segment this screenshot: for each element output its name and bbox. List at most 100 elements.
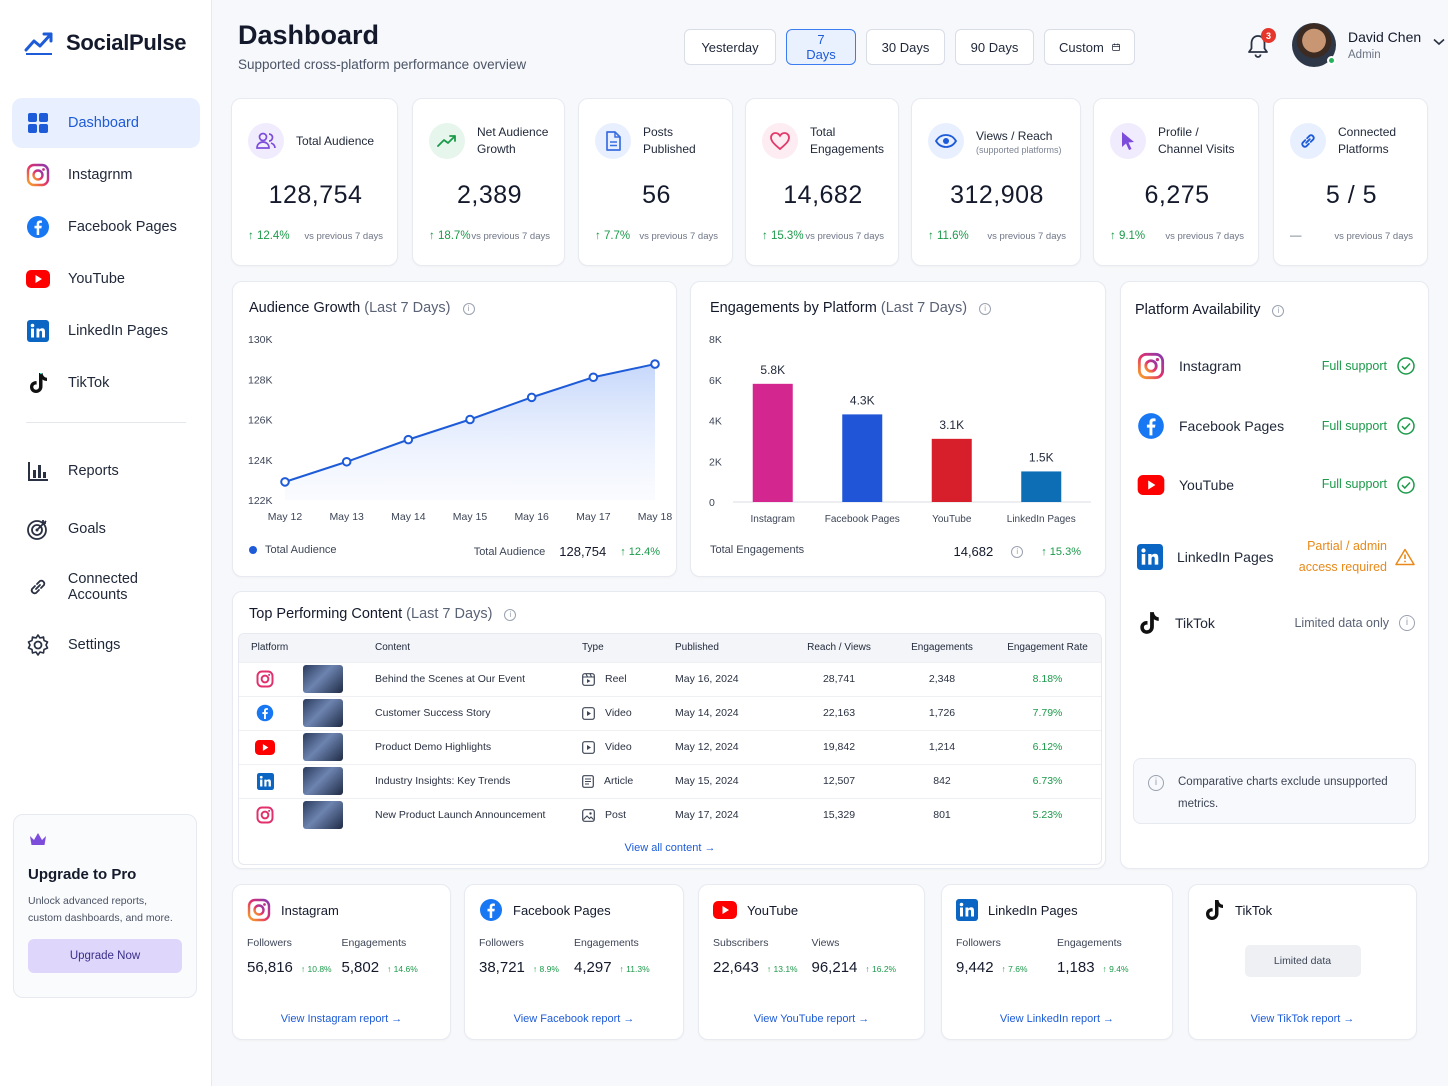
content-title[interactable]: Industry Insights: Key Trends bbox=[375, 763, 582, 798]
content-title[interactable]: Product Demo Highlights bbox=[375, 729, 582, 764]
availability-row-instagram: Instagram Full support bbox=[1137, 352, 1415, 380]
bar bbox=[1021, 471, 1062, 502]
sidebar-item-dashboard[interactable]: Dashboard bbox=[12, 98, 200, 148]
support-status: Limited data only bbox=[1294, 615, 1389, 630]
info-icon[interactable]: i bbox=[1272, 305, 1285, 317]
audience-growth-line-chart: 122K 124K 126K 128K 130K May 12 May 13 May 14 Ma… bbox=[248, 334, 672, 523]
metric-change: ↑ 10.8% bbox=[300, 964, 332, 974]
sidebar-item-tiktok[interactable]: TikTok bbox=[12, 358, 200, 408]
content-thumbnail[interactable] bbox=[303, 699, 343, 727]
upgrade-text: Unlock advanced reports, custom dashboar… bbox=[28, 895, 173, 924]
column-header[interactable]: Published bbox=[675, 634, 788, 662]
upgrade-card: Upgrade to Pro Unlock advanced reports, … bbox=[13, 814, 197, 998]
instagram-icon bbox=[255, 670, 275, 688]
sidebar-item-facebook[interactable]: Facebook Pages bbox=[12, 202, 200, 252]
user-menu[interactable]: David Chen Admin bbox=[1292, 23, 1445, 67]
column-header[interactable]: Type bbox=[582, 634, 675, 662]
range-7-days-button[interactable]: 7 Days bbox=[786, 29, 856, 65]
sidebar-item-connected-accounts[interactable]: Connected Accounts bbox=[12, 559, 200, 615]
chevron-down-icon bbox=[1433, 38, 1445, 46]
content-title[interactable]: Behind the Scenes at Our Event bbox=[375, 661, 582, 696]
engagement-rate: 5.23% bbox=[994, 797, 1101, 832]
info-icon[interactable]: i bbox=[462, 303, 475, 315]
column-header[interactable]: Reach / Views bbox=[788, 634, 890, 662]
content-type: Video bbox=[605, 741, 632, 753]
bar-value-label: 4.3K bbox=[850, 393, 875, 407]
app-logo[interactable]: SocialPulse bbox=[24, 30, 187, 56]
video-type-icon bbox=[582, 706, 595, 720]
sidebar-item-instagram[interactable]: Instagrnm bbox=[12, 150, 200, 200]
table-row[interactable]: Product Demo Highlights Video May 12, 2024… bbox=[239, 729, 1101, 764]
check-circle-icon bbox=[1397, 475, 1415, 494]
metric-change: ↑ 9.4% bbox=[1102, 964, 1129, 974]
kpi-card-connected-platforms[interactable]: Connected Platforms 5 / 5 — vs previous 7… bbox=[1273, 98, 1428, 266]
sidebar-item-linkedin[interactable]: LinkedIn Pages bbox=[12, 306, 200, 356]
section-title: Platform Availability bbox=[1135, 302, 1261, 318]
kpi-card-net-audience-growth[interactable]: Net Audience Growth 2,389 ↑ 18.7% vs prev… bbox=[412, 98, 565, 266]
info-icon[interactable]: i bbox=[979, 303, 992, 315]
x-tick-label: Instagram bbox=[751, 514, 795, 525]
view-all-content-link[interactable]: View all content → bbox=[624, 842, 716, 854]
range-30-days-button[interactable]: 30 Days bbox=[866, 29, 945, 65]
data-point bbox=[403, 434, 414, 445]
column-header[interactable]: Engagements bbox=[890, 634, 994, 662]
view-facebook-report-link[interactable]: View Facebook report → bbox=[513, 1013, 635, 1025]
column-header[interactable]: Content bbox=[375, 634, 582, 662]
kpi-card-views-reach[interactable]: Views / Reach (supported platforms) 312,… bbox=[911, 98, 1081, 266]
y-tick-label: 4K bbox=[709, 416, 722, 428]
heart-icon bbox=[762, 123, 798, 159]
bar-value-label: 3.1K bbox=[939, 418, 964, 432]
kpi-change: ↑ 15.3% bbox=[762, 230, 804, 242]
kpi-vs-text: vs previous 7 days bbox=[304, 230, 383, 242]
view-youtube-report-link[interactable]: View YouTube report → bbox=[753, 1013, 870, 1025]
column-header[interactable]: Platform bbox=[239, 634, 375, 662]
info-icon[interactable]: i bbox=[1399, 615, 1415, 631]
range-90-days-button[interactable]: 90 Days bbox=[955, 29, 1034, 65]
column-header[interactable]: Engagement Rate bbox=[994, 634, 1101, 662]
content-thumbnail[interactable] bbox=[303, 733, 343, 761]
content-thumbnail[interactable] bbox=[303, 767, 343, 795]
warning-icon bbox=[1395, 548, 1415, 566]
kpi-change: — bbox=[1290, 230, 1302, 242]
content-thumbnail[interactable] bbox=[303, 801, 343, 830]
reach-views: 12,507 bbox=[788, 763, 890, 798]
sidebar-item-settings[interactable]: Settings bbox=[12, 617, 200, 673]
sidebar-item-reports[interactable]: Reports bbox=[12, 443, 200, 499]
metric-value: 38,721 bbox=[479, 959, 525, 976]
target-icon bbox=[26, 517, 50, 541]
top-content-table: Platform Content Type Published Reach / … bbox=[239, 634, 1101, 832]
table-row[interactable]: Behind the Scenes at Our Event Reel May 16… bbox=[239, 661, 1101, 696]
kpi-card-posts-published[interactable]: Posts Published 56 ↑ 7.7% vs previous 7 d… bbox=[578, 98, 733, 266]
data-point bbox=[526, 392, 537, 403]
sidebar-item-youtube[interactable]: YouTube bbox=[12, 254, 200, 304]
content-title[interactable]: New Product Launch Announcement bbox=[375, 797, 582, 832]
kpi-card-total-engagements[interactable]: Total Engagements 14,682 ↑ 15.3% vs previ… bbox=[745, 98, 899, 266]
x-tick-label: May 17 bbox=[576, 511, 611, 523]
info-icon[interactable]: i bbox=[1011, 545, 1024, 558]
view-linkedin-report-link[interactable]: View LinkedIn report → bbox=[999, 1013, 1115, 1025]
kpi-card-profile-visits[interactable]: Profile / Channel Visits 6,275 ↑ 9.1% vs … bbox=[1093, 98, 1259, 266]
kpi-card-total-audience[interactable]: Total Audience 128,754 ↑ 12.4% vs previou… bbox=[231, 98, 398, 266]
linkedin-icon bbox=[255, 772, 275, 790]
content-thumbnail[interactable] bbox=[303, 665, 343, 693]
content-title[interactable]: Customer Success Story bbox=[375, 695, 582, 730]
table-row[interactable]: Customer Success Story Video May 14, 2024 2… bbox=[239, 695, 1101, 730]
sidebar-item-goals[interactable]: Goals bbox=[12, 501, 200, 557]
view-instagram-report-link[interactable]: View Instagram report → bbox=[280, 1013, 403, 1025]
metric-change: ↑ 16.2% bbox=[865, 964, 897, 974]
bar bbox=[752, 383, 793, 502]
cursor-icon bbox=[1110, 123, 1146, 159]
table-row[interactable]: New Product Launch Announcement Post May 1… bbox=[239, 797, 1101, 832]
youtube-icon bbox=[713, 901, 737, 919]
upgrade-now-button[interactable]: Upgrade Now bbox=[28, 939, 182, 973]
range-yesterday-button[interactable]: Yesterday bbox=[684, 29, 776, 65]
y-tick-label: 130K bbox=[248, 334, 273, 346]
instagram-icon bbox=[1137, 352, 1165, 380]
range-custom-label: Custom bbox=[1059, 39, 1104, 55]
table-row[interactable]: Industry Insights: Key Trends Article May … bbox=[239, 763, 1101, 798]
info-icon[interactable]: i bbox=[504, 609, 517, 621]
range-custom-button[interactable]: Custom bbox=[1044, 29, 1135, 65]
metric-value: 56,816 bbox=[247, 959, 293, 976]
view-tiktok-report-link[interactable]: View TikTok report → bbox=[1250, 1013, 1355, 1025]
